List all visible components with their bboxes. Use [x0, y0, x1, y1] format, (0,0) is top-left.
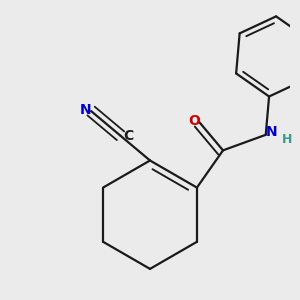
Text: O: O: [188, 114, 200, 128]
Text: N: N: [266, 125, 278, 139]
Text: H: H: [282, 133, 292, 146]
Text: C: C: [123, 129, 134, 143]
Text: N: N: [80, 103, 92, 117]
